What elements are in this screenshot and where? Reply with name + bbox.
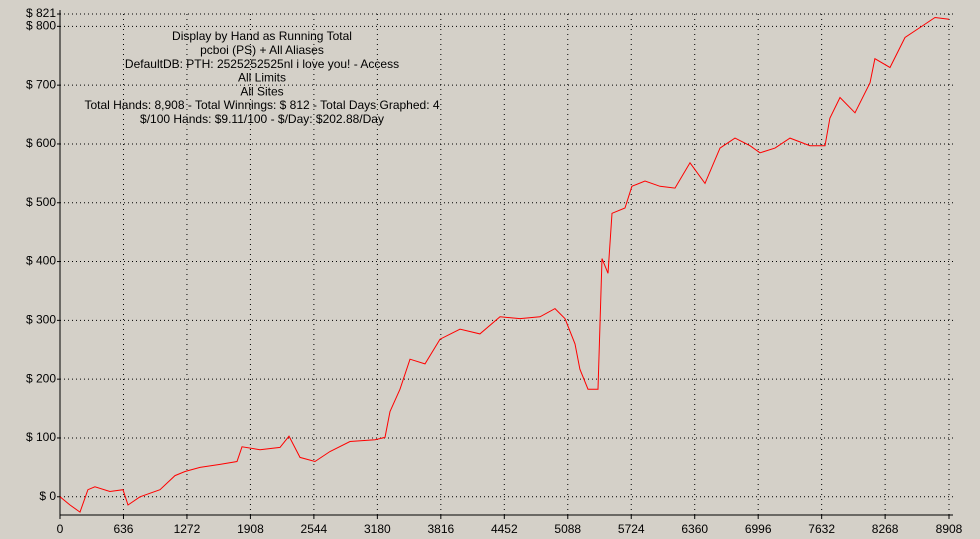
x-tick-label: 4452 <box>491 522 518 536</box>
x-tick-label: 1908 <box>237 522 264 536</box>
x-tick-label: 5088 <box>554 522 581 536</box>
y-tick-label: $ 800 <box>26 19 56 33</box>
y-tick-label: $ 821 <box>26 6 56 20</box>
x-tick-label: 7632 <box>808 522 835 536</box>
x-tick-label: 3816 <box>427 522 454 536</box>
y-tick-label: $ 700 <box>26 77 56 91</box>
y-tick-label: $ 600 <box>26 136 56 150</box>
y-tick-label: $ 100 <box>26 430 56 444</box>
data-line <box>59 16 950 513</box>
y-tick-label: $ 300 <box>26 313 56 327</box>
x-tick-label: 2544 <box>301 522 328 536</box>
annotation: pcboi (PS) + All Aliases <box>200 43 324 57</box>
annotation: Total Hands: 8,908 - Total Winnings: $ 8… <box>84 98 439 112</box>
y-tick-label: $ 0 <box>39 489 56 503</box>
x-tick-label: 3180 <box>364 522 391 536</box>
x-tick-label: 5724 <box>618 522 645 536</box>
annotation: All Sites <box>240 84 283 98</box>
annotation: DefaultDB: PTH: 2525252525nl i love you!… <box>125 57 399 71</box>
x-tick-label: 8908 <box>936 522 963 536</box>
x-tick-label: 6360 <box>681 522 708 536</box>
y-tick-label: $ 400 <box>26 254 56 268</box>
annotation: Display by Hand as Running Total <box>172 29 352 43</box>
annotation: $/100 Hands: $9.11/100 - $/Day: $202.88/… <box>140 112 384 126</box>
x-tick-label: 1272 <box>174 522 201 536</box>
x-tick-label: 636 <box>113 522 133 536</box>
y-tick-label: $ 500 <box>26 195 56 209</box>
x-tick-label: 0 <box>57 522 64 536</box>
x-tick-label: 6996 <box>745 522 772 536</box>
x-tick-label: 8268 <box>872 522 899 536</box>
annotation: All Limits <box>238 71 286 85</box>
y-tick-label: $ 200 <box>26 371 56 385</box>
